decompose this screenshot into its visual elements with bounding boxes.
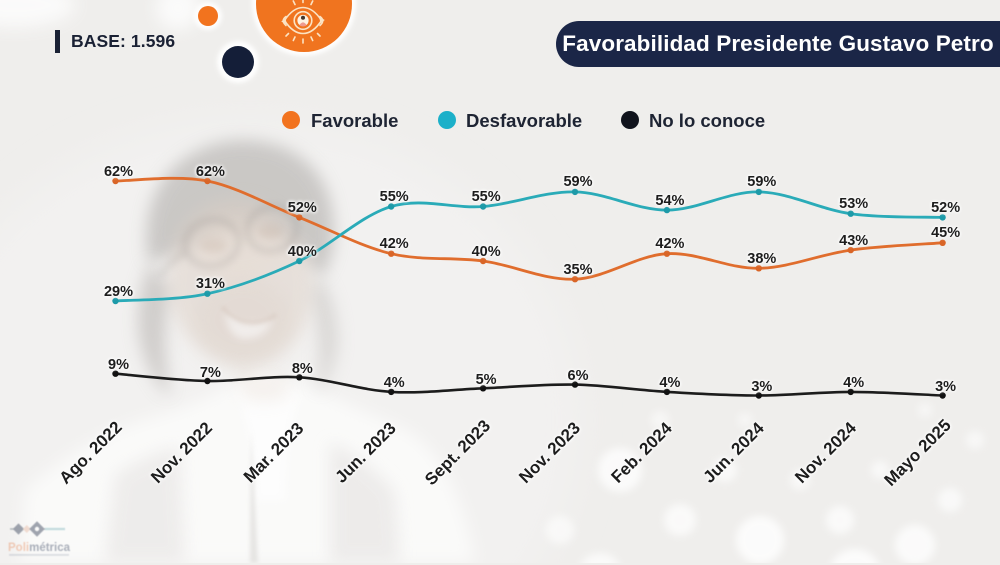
svg-text:Polimétrica: Polimétrica (8, 542, 71, 554)
